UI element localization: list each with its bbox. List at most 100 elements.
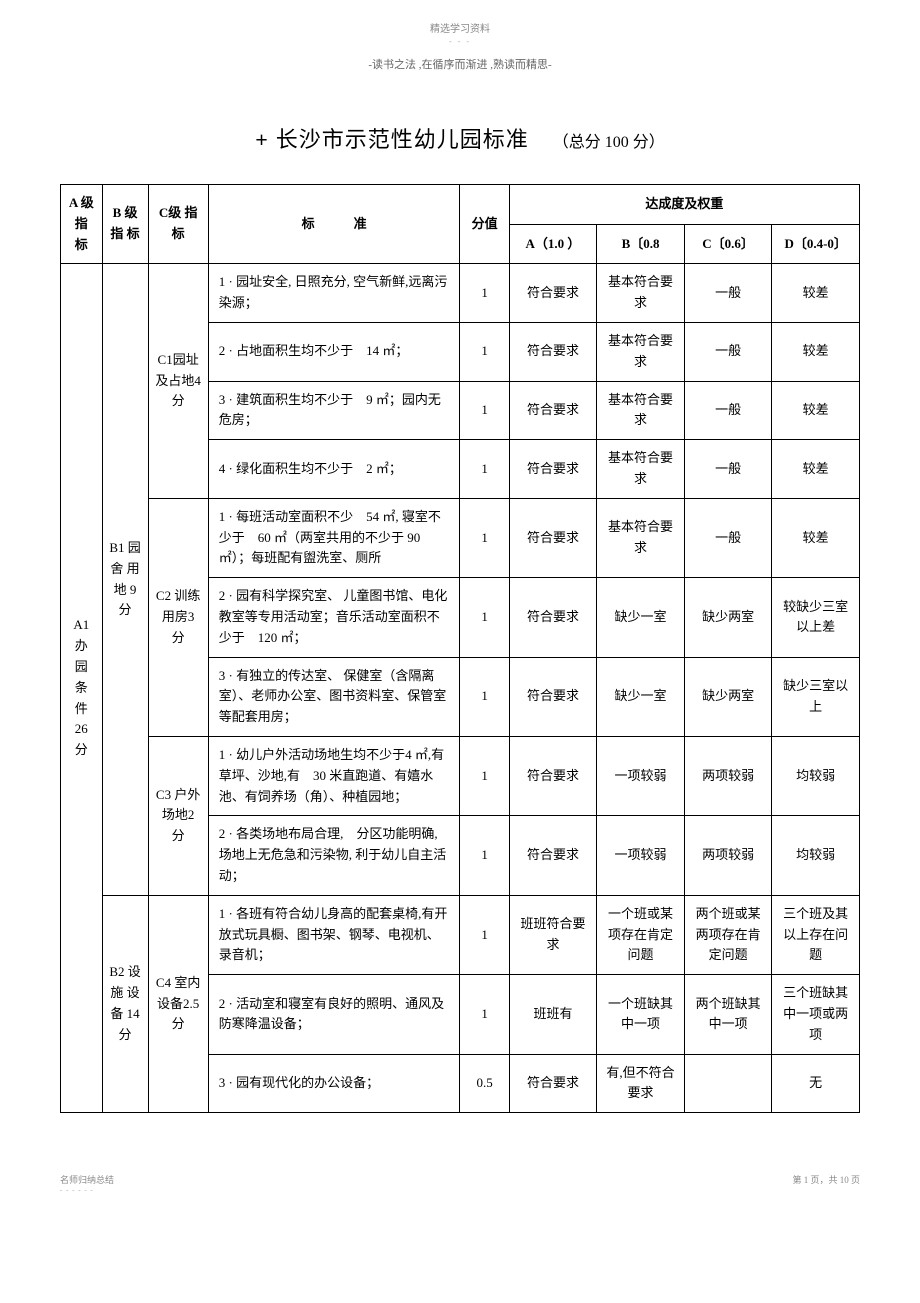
- th-a: A 级 指 标: [61, 185, 103, 264]
- title-plus: +: [255, 127, 268, 152]
- cell-rd: 三个班及其以上存在问题: [772, 895, 860, 974]
- th-score: 分值: [460, 185, 509, 264]
- cell-std: 2 · 各类场地布局合理, 分区功能明确,场地上无危急和污染物, 利于幼儿自主活…: [208, 816, 460, 895]
- cell-std: 1 · 园址安全, 日照充分, 空气新鲜,远离污染源；: [208, 264, 460, 323]
- table-row: B2 设 施 设 备 14 分 C4 室内设备2.5 分 1 · 各班有符合幼儿…: [61, 895, 860, 974]
- cell-rd: 均较弱: [772, 816, 860, 895]
- cell-rc: 两个班或某两项存在肯定问题: [684, 895, 772, 974]
- cell-score: 1: [460, 816, 509, 895]
- cell-rb: 一个班或某项存在肯定问题: [597, 895, 685, 974]
- header-top: 精选学习资料: [60, 20, 860, 35]
- cell-std: 4 · 绿化面积生均不少于 2 ㎡；: [208, 440, 460, 499]
- cell-rb: 一个班缺其中一项: [597, 975, 685, 1054]
- header-row-1: A 级 指 标 B 级 指 标 C级 指标 标 准 分值 达成度及权重: [61, 185, 860, 225]
- footer: 名师归纳总结 - - - - - - 第 1 页，共 10 页: [60, 1173, 860, 1194]
- cell-rb: 基本符合要求: [597, 264, 685, 323]
- cell-score: 1: [460, 578, 509, 657]
- title-score: （总分 100 分）: [553, 134, 665, 151]
- cell-score: 1: [460, 736, 509, 815]
- th-b: B 级 指 标: [102, 185, 148, 264]
- cell-c1: C1园址及占地4 分: [148, 264, 208, 498]
- cell-score: 1: [460, 657, 509, 736]
- cell-score: 1: [460, 440, 509, 499]
- cell-std: 2 · 占地面积生均不少于 14 ㎡；: [208, 322, 460, 381]
- cell-rb: 基本符合要求: [597, 440, 685, 499]
- cell-rc: 缺少两室: [684, 578, 772, 657]
- cell-rd: 较差: [772, 498, 860, 577]
- footer-right: 第 1 页，共 10 页: [792, 1173, 860, 1194]
- cell-rc: 一般: [684, 498, 772, 577]
- cell-rd: 较差: [772, 440, 860, 499]
- standards-table: A 级 指 标 B 级 指 标 C级 指标 标 准 分值 达成度及权重 A（1.…: [60, 184, 860, 1113]
- cell-ra: 符合要求: [509, 657, 597, 736]
- header-sub: -读书之法 ,在循序而渐进 ,熟读而精思-: [60, 56, 860, 72]
- cell-score: 1: [460, 381, 509, 440]
- cell-rd: 均较弱: [772, 736, 860, 815]
- cell-rd: 较差: [772, 322, 860, 381]
- cell-ra: 班班有: [509, 975, 597, 1054]
- cell-score: 0.5: [460, 1054, 509, 1113]
- cell-rb: 一项较弱: [597, 736, 685, 815]
- cell-score: 1: [460, 498, 509, 577]
- th-rd: D〔0.4-0〕: [772, 224, 860, 264]
- cell-rc: 缺少两室: [684, 657, 772, 736]
- cell-ra: 符合要求: [509, 322, 597, 381]
- cell-score: 1: [460, 322, 509, 381]
- cell-ra: 符合要求: [509, 736, 597, 815]
- cell-rd: 较缺少三室以上差: [772, 578, 860, 657]
- cell-b2: B2 设 施 设 备 14 分: [102, 895, 148, 1112]
- cell-rb: 有,但不符合要求: [597, 1054, 685, 1113]
- cell-std: 1 · 各班有符合幼儿身高的配套桌椅,有开放式玩具橱、图书架、钢琴、电视机、录音…: [208, 895, 460, 974]
- table-row: C3 户外场地2 分 1 · 幼儿户外活动场地生均不少于4 ㎡,有草坪、沙地,有…: [61, 736, 860, 815]
- cell-rd: 较差: [772, 264, 860, 323]
- cell-rb: 基本符合要求: [597, 498, 685, 577]
- cell-rc: 两项较弱: [684, 816, 772, 895]
- cell-ra: 符合要求: [509, 264, 597, 323]
- cell-std: 2 · 园有科学探究室、 儿童图书馆、电化教室等专用活动室；音乐活动室面积不少于…: [208, 578, 460, 657]
- cell-std: 3 · 园有现代化的办公设备；: [208, 1054, 460, 1113]
- title-row: + 长沙市示范性幼儿园标准 （总分 100 分）: [60, 122, 860, 154]
- cell-ra: 符合要求: [509, 498, 597, 577]
- cell-rd: 三个班缺其中一项或两项: [772, 975, 860, 1054]
- cell-rc: 一般: [684, 322, 772, 381]
- cell-b1: B1 园 舍 用 地 9 分: [102, 264, 148, 895]
- cell-c4: C4 室内设备2.5 分: [148, 895, 208, 1112]
- cell-ra: 符合要求: [509, 381, 597, 440]
- footer-dots: - - - - - -: [60, 1186, 114, 1194]
- cell-rb: 基本符合要求: [597, 381, 685, 440]
- cell-rb: 一项较弱: [597, 816, 685, 895]
- cell-std: 1 · 幼儿户外活动场地生均不少于4 ㎡,有草坪、沙地,有 30 米直跑道、有嬉…: [208, 736, 460, 815]
- footer-left: 名师归纳总结: [60, 1173, 114, 1186]
- cell-score: 1: [460, 264, 509, 323]
- cell-ra: 符合要求: [509, 440, 597, 499]
- cell-std: 3 · 有独立的传达室、 保健室（含隔离室）、老师办公室、图书资料室、保管室等配…: [208, 657, 460, 736]
- cell-score: 1: [460, 895, 509, 974]
- th-ra: A（1.0 ）: [509, 224, 597, 264]
- cell-rc: 两项较弱: [684, 736, 772, 815]
- th-rating: 达成度及权重: [509, 185, 859, 225]
- cell-std: 3 · 建筑面积生均不少于 9 ㎡；园内无危房；: [208, 381, 460, 440]
- cell-rb: 基本符合要求: [597, 322, 685, 381]
- cell-c2: C2 训练用房3 分: [148, 498, 208, 736]
- cell-score: 1: [460, 975, 509, 1054]
- cell-ra: 班班符合要求: [509, 895, 597, 974]
- cell-rc: 一般: [684, 264, 772, 323]
- cell-rc: [684, 1054, 772, 1113]
- cell-c3: C3 户外场地2 分: [148, 736, 208, 895]
- cell-rd: 缺少三室以上: [772, 657, 860, 736]
- cell-ra: 符合要求: [509, 816, 597, 895]
- cell-rb: 缺少一室: [597, 578, 685, 657]
- cell-ra: 符合要求: [509, 1054, 597, 1113]
- cell-rc: 两个班缺其中一项: [684, 975, 772, 1054]
- cell-ra: 符合要求: [509, 578, 597, 657]
- cell-a1: A1 办 园 条 件 26 分: [61, 264, 103, 1113]
- table-row: C2 训练用房3 分 1 · 每班活动室面积不少 54 ㎡, 寝室不少于 60 …: [61, 498, 860, 577]
- cell-rd: 无: [772, 1054, 860, 1113]
- header-dots: - - -: [60, 37, 860, 46]
- cell-rc: 一般: [684, 381, 772, 440]
- th-std: 标 准: [208, 185, 460, 264]
- th-rb: B〔0.8: [597, 224, 685, 264]
- table-row: A1 办 园 条 件 26 分 B1 园 舍 用 地 9 分 C1园址及占地4 …: [61, 264, 860, 323]
- cell-std: 1 · 每班活动室面积不少 54 ㎡, 寝室不少于 60 ㎡（两室共用的不少于 …: [208, 498, 460, 577]
- th-rc: C〔0.6〕: [684, 224, 772, 264]
